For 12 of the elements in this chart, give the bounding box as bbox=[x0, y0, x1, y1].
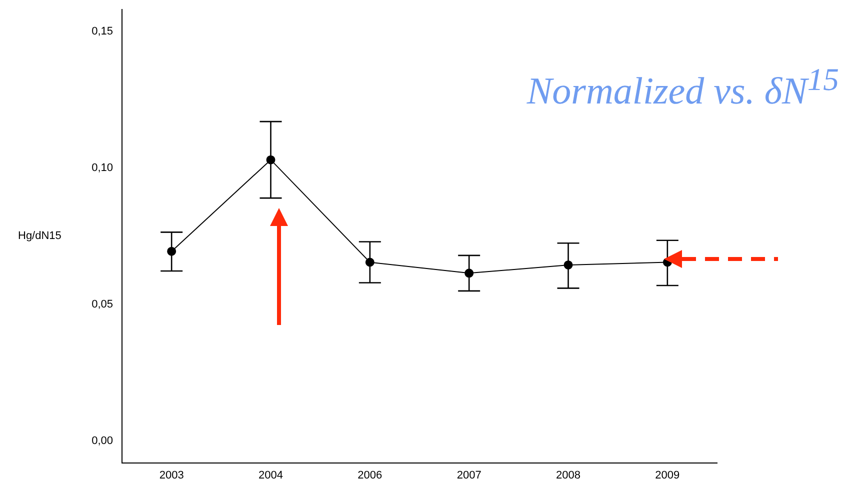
y-axis-title: Hg/dN15 bbox=[18, 230, 62, 242]
y-tick-label: 0,00 bbox=[92, 435, 113, 448]
x-tick-label: 2009 bbox=[655, 470, 680, 482]
y-tick-label: 0,15 bbox=[92, 25, 113, 38]
x-tick-label: 2007 bbox=[456, 470, 482, 482]
text: Normalized vs. δN$^{15}$ bbox=[526, 62, 839, 114]
y-tick-label: 0,10 bbox=[92, 162, 113, 174]
x-tick-label: 2003 bbox=[159, 470, 184, 482]
x-tick-label: 2008 bbox=[556, 470, 580, 482]
y-tick-label: 0,05 bbox=[92, 298, 113, 311]
x-tick-label: 2004 bbox=[258, 470, 283, 482]
x-tick-label: 2006 bbox=[358, 470, 382, 482]
